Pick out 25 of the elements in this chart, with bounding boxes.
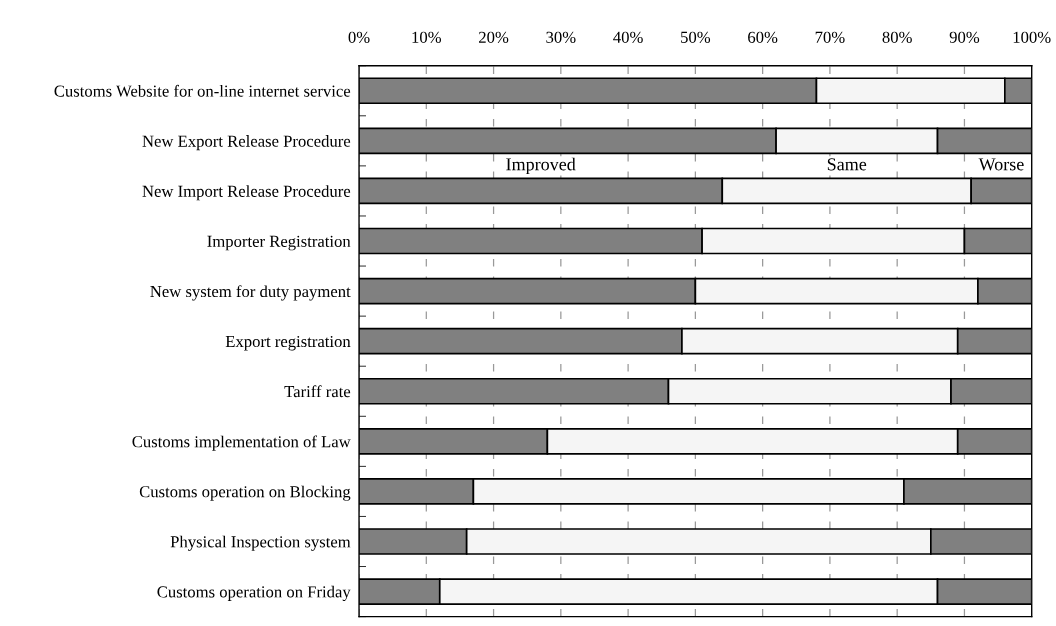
series-label: Worse — [978, 158, 1024, 171]
x-tick-label: 0% — [348, 31, 370, 43]
series-label: Improved — [506, 157, 576, 175]
x-tick-label: 10% — [412, 31, 442, 43]
x-tick-label: 80% — [882, 31, 912, 43]
x-tick-label: 30% — [546, 31, 576, 43]
y-tick-label: Customs operation on Friday — [157, 585, 351, 601]
x-tick-label: 60% — [748, 31, 778, 43]
y-tick-label: Physical Inspection system — [170, 535, 351, 551]
y-tick-label: Importer Registration — [207, 235, 351, 251]
y-tick-label: Customs implementation of Law — [132, 435, 351, 451]
x-tick-label: 50% — [681, 31, 711, 43]
x-tick-label: 20% — [479, 31, 509, 43]
series-label: Same — [827, 158, 867, 171]
y-tick-label: New system for duty payment — [150, 285, 351, 301]
x-tick-label: 40% — [613, 31, 643, 43]
y-tick-label: New Import Release Procedure — [142, 185, 351, 201]
x-tick-label: 90% — [949, 31, 980, 43]
y-tick-label: Export registration — [225, 335, 351, 351]
y-tick-label: Customs Website for on-line internet service — [54, 84, 351, 97]
y-tick-label: Customs operation on Blocking — [139, 485, 351, 501]
y-tick-label: Tariff rate — [284, 385, 351, 398]
y-tick-label: New Export Release Procedure — [142, 135, 351, 151]
x-tick-label: 70% — [815, 31, 845, 43]
x-tick-label: 100% — [1013, 31, 1051, 43]
